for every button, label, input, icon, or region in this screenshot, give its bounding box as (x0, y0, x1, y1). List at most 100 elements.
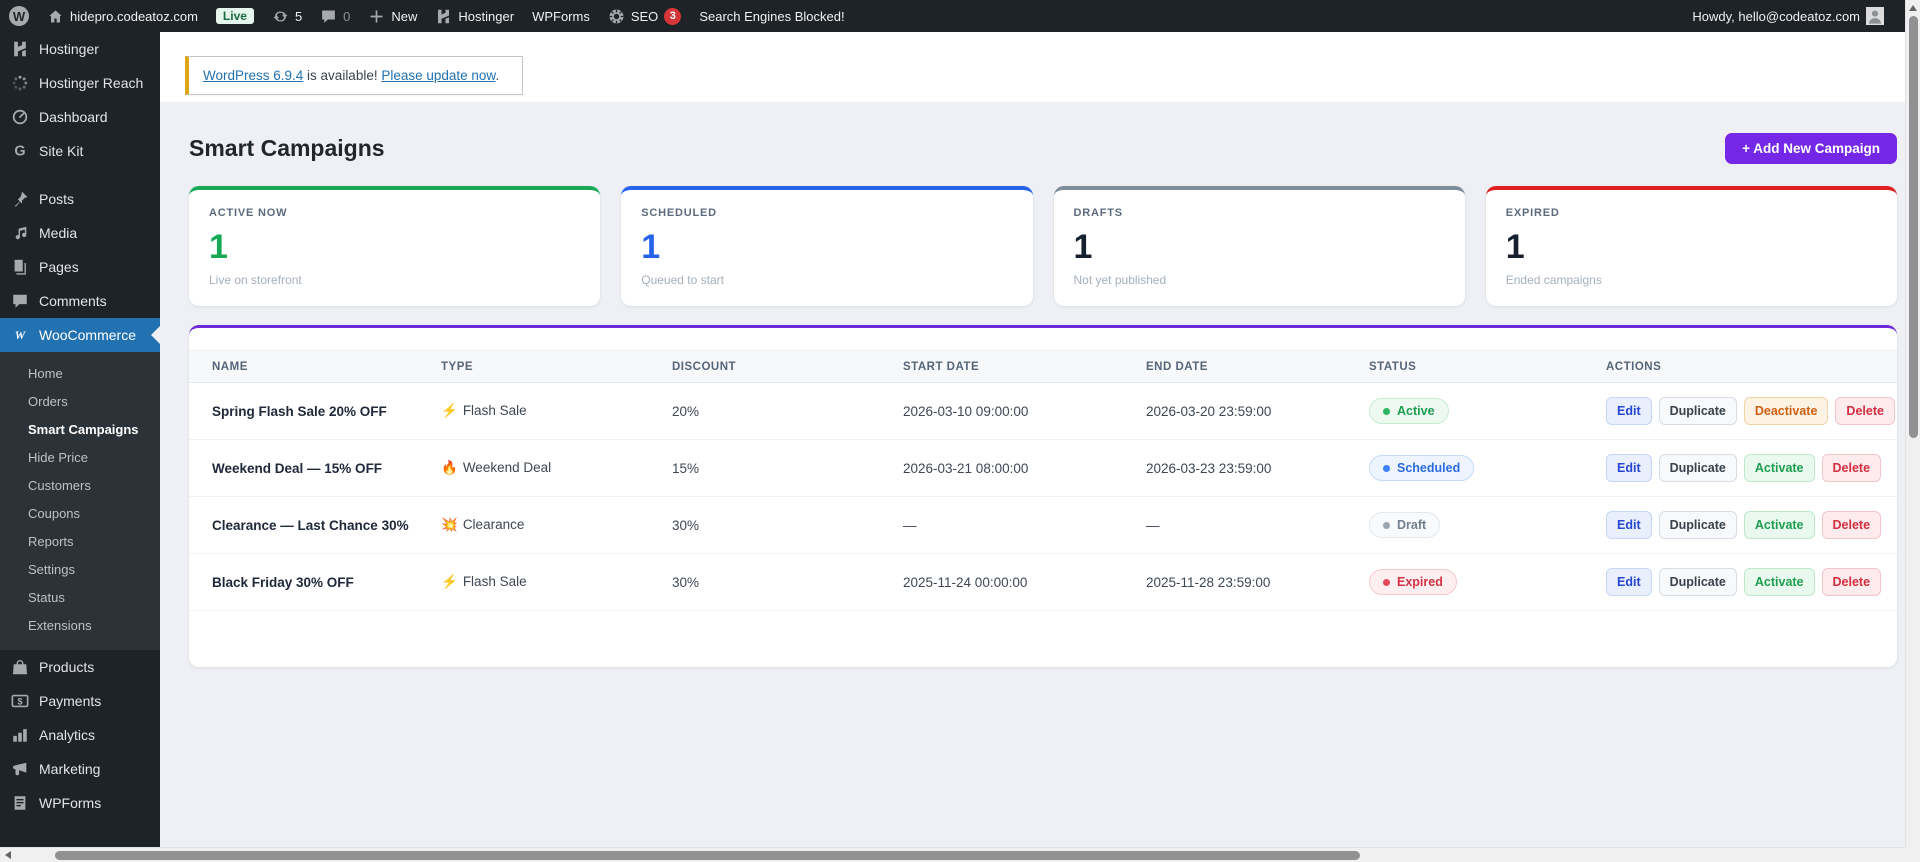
wordpress-version-link[interactable]: WordPress 6.9.4 (203, 68, 304, 83)
comment-bubble-icon (320, 8, 337, 25)
comments-count: 0 (343, 8, 351, 24)
duplicate-button[interactable]: Duplicate (1658, 397, 1737, 425)
status-text: Scheduled (1397, 461, 1461, 475)
sidebar-item-hostinger[interactable]: Hostinger (0, 32, 160, 66)
vertical-scrollbar[interactable] (1905, 0, 1920, 847)
sidebar-item-woocommerce[interactable]: W WooCommerce (0, 318, 160, 352)
wordpress-logo-icon: W (9, 6, 29, 26)
dollar-card-icon: $ (10, 691, 30, 711)
sidebar-item-pages[interactable]: Pages (0, 250, 160, 284)
stat-card-drafts: DRAFTS 1 Not yet published (1053, 186, 1465, 306)
updates-link[interactable]: 5 (263, 0, 311, 32)
sidebar-item-media[interactable]: Media (0, 216, 160, 250)
sidebar-item-label: Media (39, 225, 78, 241)
submenu-item-extensions[interactable]: Extensions (28, 618, 92, 633)
sidebar-item-wpforms[interactable]: WPForms (0, 786, 160, 820)
duplicate-button[interactable]: Duplicate (1658, 568, 1737, 596)
sidebar-item-label: Dashboard (39, 109, 108, 125)
campaigns-table-card: NAME TYPE DISCOUNT START DATE END DATE STATUS… (189, 325, 1897, 667)
stat-card-expired: EXPIRED 1 Ended campaigns (1485, 186, 1897, 306)
campaign-type: 🔥 Weekend Deal (441, 460, 672, 476)
status-dot-icon (1383, 578, 1390, 586)
status-dot-icon (1383, 521, 1390, 529)
campaign-actions: Edit Duplicate Activate Delete (1606, 454, 1897, 482)
campaign-row-weekend-deal-15-off: Weekend Deal — 15% OFF 🔥 Weekend Deal 15% 20… (189, 440, 1897, 497)
live-status[interactable]: Live (207, 0, 263, 32)
admin-sidebar: Hostinger Hostinger Reach Dashboard G Site K… (0, 32, 160, 847)
search-engines-notice[interactable]: Search Engines Blocked! (699, 8, 845, 24)
stat-subtitle: Ended campaigns (1505, 273, 1602, 287)
wpforms-menu[interactable]: WPForms (523, 0, 599, 32)
submenu-item-orders[interactable]: Orders (28, 394, 68, 409)
horizontal-scrollbar-thumb[interactable] (55, 851, 1360, 860)
sidebar-item-analytics[interactable]: Analytics (0, 718, 160, 752)
account-menu[interactable]: Howdy, hello@codeatoz.com (1683, 0, 1893, 32)
edit-button[interactable]: Edit (1606, 511, 1652, 539)
new-label: New (391, 8, 418, 24)
activate-button[interactable]: Activate (1743, 454, 1815, 482)
column-header-end-date: END DATE (1146, 360, 1208, 373)
activate-button[interactable]: Activate (1743, 511, 1815, 539)
wordpress-menu[interactable]: W (0, 0, 38, 32)
scroll-left-arrow-icon[interactable] (5, 851, 11, 859)
seo-menu[interactable]: SEO 3 (599, 0, 690, 32)
delete-button[interactable]: Delete (1821, 511, 1882, 539)
horizontal-scrollbar[interactable] (0, 847, 1905, 862)
bar-chart-icon (10, 725, 30, 745)
sidebar-item-hostinger-reach[interactable]: Hostinger Reach (0, 66, 160, 100)
add-new-campaign-button[interactable]: + Add New Campaign (1725, 132, 1897, 164)
new-content-menu[interactable]: New (359, 0, 426, 32)
status-dot-icon (1383, 464, 1390, 472)
submenu-item-hide-price[interactable]: Hide Price (28, 450, 88, 465)
delete-button[interactable]: Delete (1821, 568, 1882, 596)
sidebar-item-posts[interactable]: Posts (0, 182, 160, 216)
sidebar-item-label: WPForms (39, 795, 102, 811)
comments-link[interactable]: 0 (311, 0, 359, 32)
campaign-start-date: 2025-11-24 00:00:00 (903, 574, 1028, 590)
woocommerce-submenu: Home Orders Smart Campaigns Hide Price Custo… (0, 352, 160, 650)
deactivate-button[interactable]: Deactivate (1743, 397, 1829, 425)
scroll-up-arrow-icon[interactable] (1909, 5, 1917, 11)
submenu-item-smart-campaigns[interactable]: Smart Campaigns (28, 422, 139, 437)
hostinger-menu[interactable]: Hostinger (426, 0, 523, 32)
sidebar-item-payments[interactable]: $ Payments (0, 684, 160, 718)
submenu-item-home[interactable]: Home (28, 366, 63, 381)
status-text: Expired (1397, 575, 1443, 589)
campaign-type: ⚡ Flash Sale (441, 403, 672, 419)
status-text: Draft (1397, 518, 1427, 532)
stat-value: 1 (1073, 228, 1093, 266)
flash-sale-emoji-icon: ⚡ (441, 403, 458, 418)
campaign-end-date: — (1146, 517, 1160, 533)
sidebar-item-dashboard[interactable]: Dashboard (0, 100, 160, 134)
vertical-scrollbar-thumb[interactable] (1909, 16, 1918, 438)
submenu-item-reports[interactable]: Reports (28, 534, 74, 549)
site-name-link[interactable]: hidepro.codeatoz.com (38, 0, 207, 32)
seo-issues-badge: 3 (664, 7, 682, 25)
edit-button[interactable]: Edit (1606, 454, 1652, 482)
sidebar-item-products[interactable]: Products (0, 650, 160, 684)
edit-button[interactable]: Edit (1606, 568, 1652, 596)
submenu-item-settings[interactable]: Settings (28, 562, 75, 577)
stat-card-active-now: ACTIVE NOW 1 Live on storefront (189, 186, 601, 306)
sidebar-item-comments[interactable]: Comments (0, 284, 160, 318)
stat-value: 1 (641, 228, 661, 266)
stat-subtitle: Not yet published (1073, 273, 1167, 287)
campaign-start-date: 2026-03-10 09:00:00 (903, 403, 1029, 419)
submenu-item-customers[interactable]: Customers (28, 478, 91, 493)
campaign-type-label: Clearance (462, 517, 525, 532)
campaign-type-label: Flash Sale (462, 403, 527, 418)
delete-button[interactable]: Delete (1835, 397, 1895, 425)
duplicate-button[interactable]: Duplicate (1658, 454, 1737, 482)
sidebar-item-marketing[interactable]: Marketing (0, 752, 160, 786)
submenu-item-coupons[interactable]: Coupons (28, 506, 81, 521)
status-badge: Active (1369, 398, 1449, 424)
duplicate-button[interactable]: Duplicate (1658, 511, 1737, 539)
delete-button[interactable]: Delete (1821, 454, 1882, 482)
status-badge: Draft (1369, 512, 1441, 538)
activate-button[interactable]: Activate (1743, 568, 1815, 596)
sidebar-item-site-kit[interactable]: G Site Kit (0, 134, 160, 168)
submenu-item-status[interactable]: Status (28, 590, 65, 605)
update-now-link[interactable]: Please update now (381, 68, 496, 83)
edit-button[interactable]: Edit (1606, 397, 1652, 425)
sidebar-item-label: Comments (39, 293, 107, 309)
